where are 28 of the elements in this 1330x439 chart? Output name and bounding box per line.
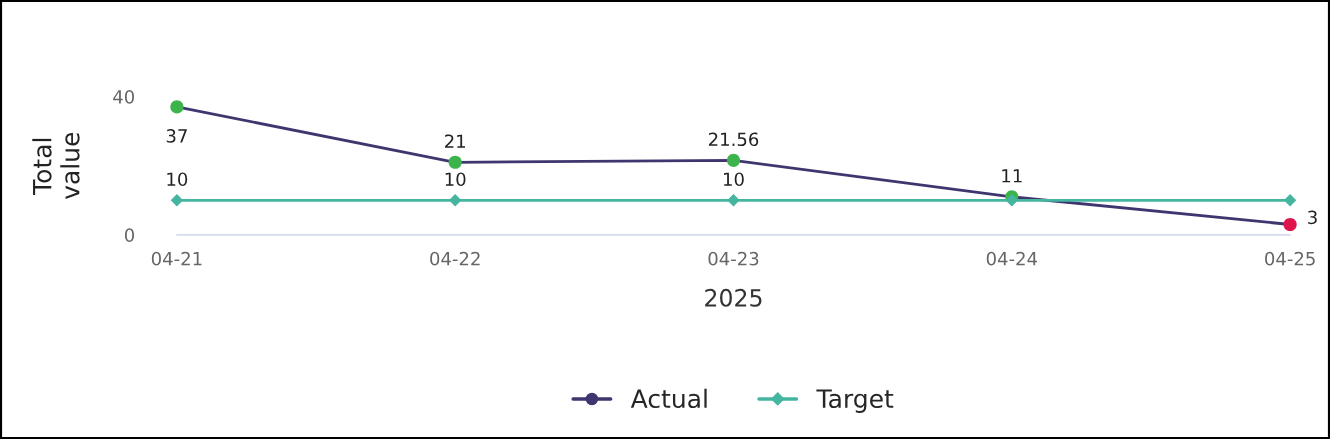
- data-label: 10: [167, 172, 188, 187]
- y-tick-label: 0: [124, 228, 135, 242]
- point: [1283, 217, 1297, 232]
- data-label: 21: [445, 134, 466, 148]
- point: [1005, 194, 1019, 207]
- y-tick-label: 40: [113, 90, 135, 104]
- y-axis-title: Total value: [32, 132, 80, 200]
- x-tick-label: 04-25: [1265, 251, 1315, 266]
- data-label: 10: [723, 172, 744, 187]
- point: [727, 194, 740, 207]
- point: [448, 194, 462, 207]
- x-tick-label: 04-21: [151, 251, 202, 266]
- x-axis-title: 2025: [705, 288, 762, 307]
- point: [726, 153, 741, 167]
- data-label: 10: [445, 172, 466, 187]
- point: [170, 194, 184, 207]
- legend-label: Target: [816, 389, 894, 413]
- legend-label: Actual: [630, 388, 707, 409]
- point: [1283, 194, 1297, 207]
- x-tick-label: 04-22: [430, 251, 480, 266]
- data-label: 3: [1308, 210, 1317, 225]
- data-label: 11: [1002, 169, 1022, 183]
- data-label: 21.56: [708, 132, 759, 147]
- data-label: 37: [166, 129, 187, 143]
- point: [170, 100, 184, 114]
- x-tick-label: 04-23: [708, 251, 759, 266]
- point: [448, 155, 462, 169]
- x-tick-label: 04-24: [986, 251, 1038, 266]
